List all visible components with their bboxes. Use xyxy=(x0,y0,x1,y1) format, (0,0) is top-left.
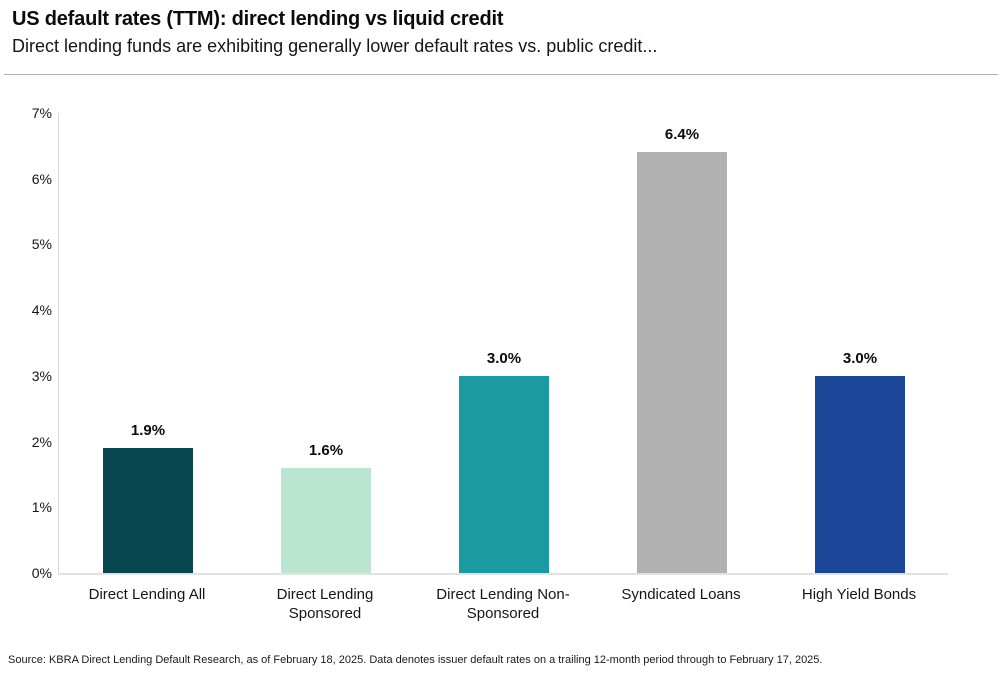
bar-syndicated-loans: 6.4% xyxy=(637,126,727,573)
x-category-label-syndicated-loans: Syndicated Loans xyxy=(621,586,741,603)
bar-direct-lending-sponsored: 1.6% xyxy=(281,442,371,573)
bar-direct-lending-non-sponsored: 3.0% xyxy=(459,350,549,573)
x-category-label-direct-lending-sponsored: Direct Lending Sponsored xyxy=(276,586,374,622)
y-tick-label-7: 7% xyxy=(31,105,52,121)
page-subtitle: Direct lending funds are exhibiting gene… xyxy=(12,36,658,56)
x-axis-labels: Direct Lending All Direct Lending Sponsor… xyxy=(0,585,1002,629)
plot-area: 1.9% 1.6% 3.0% 6.4% 3.0% xyxy=(58,113,949,573)
bar-group-syndicated-loans: 6.4% xyxy=(593,113,771,573)
header-divider xyxy=(4,74,998,75)
bar-direct-lending-all: 1.9% xyxy=(103,422,193,573)
y-tick-label-0: 0% xyxy=(31,565,52,581)
bar-group-high-yield-bonds: 3.0% xyxy=(771,113,949,573)
bar-group-direct-lending-all: 1.9% xyxy=(59,113,237,573)
bar-value-direct-lending-all: 1.9% xyxy=(130,422,166,439)
bar-value-direct-lending-non-sponsored: 3.0% xyxy=(486,350,522,367)
bar-group-direct-lending-non-sponsored: 3.0% xyxy=(415,113,593,573)
y-tick-label-2: 2% xyxy=(31,433,52,450)
bar-high-yield-bonds: 3.0% xyxy=(815,350,905,573)
bar-value-syndicated-loans: 6.4% xyxy=(664,126,700,143)
x-axis-baseline xyxy=(58,573,948,575)
bar-value-high-yield-bonds: 3.0% xyxy=(842,350,878,367)
x-category-label-direct-lending-all: Direct Lending All xyxy=(88,586,206,603)
y-tick-label-6: 6% xyxy=(31,170,52,187)
y-tick-label-3: 3% xyxy=(31,367,52,384)
bar-value-direct-lending-sponsored: 1.6% xyxy=(308,442,344,459)
y-axis: 0% 1% 2% 3% 4% 5% 6% 7% xyxy=(0,105,52,581)
x-category-label-direct-lending-non-sponsored: Direct Lending Non- Sponsored xyxy=(436,586,570,622)
y-tick-label-1: 1% xyxy=(31,499,52,516)
x-category-label-high-yield-bonds: High Yield Bonds xyxy=(801,586,917,603)
page-title: US default rates (TTM): direct lending v… xyxy=(12,8,504,30)
y-tick-label-5: 5% xyxy=(31,236,52,253)
y-tick-label-4: 4% xyxy=(31,302,52,319)
bar-group-direct-lending-sponsored: 1.6% xyxy=(237,113,415,573)
source-note: Source: KBRA Direct Lending Default Rese… xyxy=(8,654,823,666)
